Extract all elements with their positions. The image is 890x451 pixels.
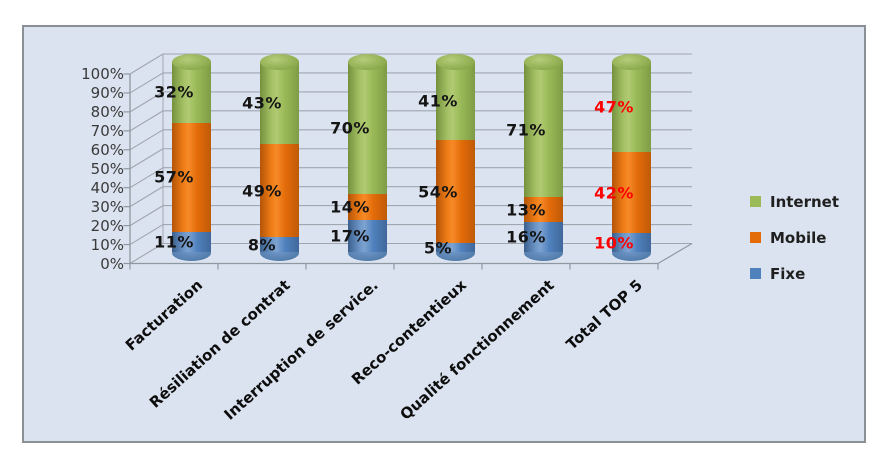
data-label-internet: 43% [242, 93, 282, 113]
y-tick-label: 80% [90, 102, 124, 121]
bar-segment-fixe[interactable] [435, 242, 475, 253]
grid-diagonal [129, 148, 164, 170]
data-label-fixe: 16% [506, 227, 546, 247]
legend-label: Internet [770, 192, 840, 211]
legend: Internet Mobile Fixe [750, 190, 839, 298]
bar-segment-internet[interactable] [171, 62, 211, 123]
data-label-mobile: 42% [594, 183, 634, 203]
y-tick-label: 50% [90, 159, 124, 178]
bar-segment-fixe[interactable] [347, 220, 387, 253]
bar-segment-internet[interactable] [611, 62, 651, 153]
bar-top-ellipse [611, 54, 651, 70]
bar-segment-internet[interactable] [523, 62, 563, 198]
y-tick-label: 20% [90, 216, 124, 235]
grid-diagonal [129, 224, 164, 246]
data-label-mobile: 49% [242, 181, 282, 201]
bar-segment-internet[interactable] [435, 62, 475, 141]
bar-top-ellipse [435, 54, 475, 70]
bar-top-ellipse [347, 54, 387, 70]
bar-segment-fixe[interactable] [523, 222, 563, 253]
grid-diagonal [129, 167, 164, 189]
y-tick-label: 100% [81, 65, 124, 83]
data-label-internet: 32% [154, 82, 194, 102]
data-label-internet: 41% [418, 91, 458, 111]
bar-top-ellipse [259, 54, 299, 70]
grid-diagonal [129, 243, 164, 264]
legend-swatch-mobile [750, 232, 761, 243]
data-label-mobile: 13% [506, 200, 546, 220]
data-label-fixe: 5% [423, 238, 453, 258]
bar-segment-fixe[interactable] [259, 237, 299, 253]
data-label-internet: 47% [594, 97, 634, 117]
data-label-internet: 71% [506, 120, 546, 140]
legend-swatch-internet [750, 196, 761, 207]
grid-diagonal [129, 186, 164, 208]
legend-label: Fixe [770, 264, 806, 283]
floor-right-diagonal [657, 242, 693, 265]
grid-diagonal [129, 91, 164, 113]
data-label-fixe: 8% [247, 235, 277, 255]
bar-segment-mobile[interactable] [523, 197, 563, 222]
bar-segment-fixe[interactable] [611, 233, 651, 253]
data-label-fixe: 11% [154, 232, 194, 252]
y-tick-label: 30% [90, 197, 124, 216]
data-label-fixe: 10% [594, 233, 634, 253]
y-tick-label: 60% [90, 140, 124, 159]
bar-segment-mobile[interactable] [259, 143, 299, 238]
bar-segment-internet[interactable] [347, 62, 387, 195]
grid-diagonal [129, 110, 164, 132]
bar-segment-mobile[interactable] [171, 122, 211, 232]
legend-item-fixe[interactable]: Fixe [750, 262, 839, 285]
bar-segment-mobile[interactable] [347, 194, 387, 221]
bar-top-ellipse [523, 54, 563, 70]
bar-segment-fixe[interactable] [171, 231, 211, 253]
data-label-mobile: 57% [154, 167, 194, 187]
data-label-internet: 70% [330, 118, 370, 138]
legend-item-internet[interactable]: Internet [750, 190, 839, 213]
grid-diagonal [129, 129, 164, 151]
y-tick-label: 10% [90, 235, 124, 254]
data-label-fixe: 17% [330, 226, 370, 246]
legend-label: Mobile [770, 228, 827, 247]
bar-segment-mobile[interactable] [611, 152, 651, 234]
bar-top-ellipse [171, 54, 211, 70]
legend-item-mobile[interactable]: Mobile [750, 226, 839, 249]
bar-segment-internet[interactable] [259, 62, 299, 144]
y-tick-label: 70% [90, 121, 124, 140]
y-tick-label: 0% [100, 254, 124, 273]
bar-segment-mobile[interactable] [435, 140, 475, 243]
y-tick-label: 90% [90, 83, 124, 102]
grid-diagonal [129, 205, 164, 227]
data-label-mobile: 54% [418, 182, 458, 202]
data-label-mobile: 14% [330, 197, 370, 217]
y-tick-label: 40% [90, 178, 124, 197]
legend-swatch-fixe [750, 268, 761, 279]
grid-diagonal [129, 53, 164, 75]
grid-diagonal [129, 72, 164, 94]
